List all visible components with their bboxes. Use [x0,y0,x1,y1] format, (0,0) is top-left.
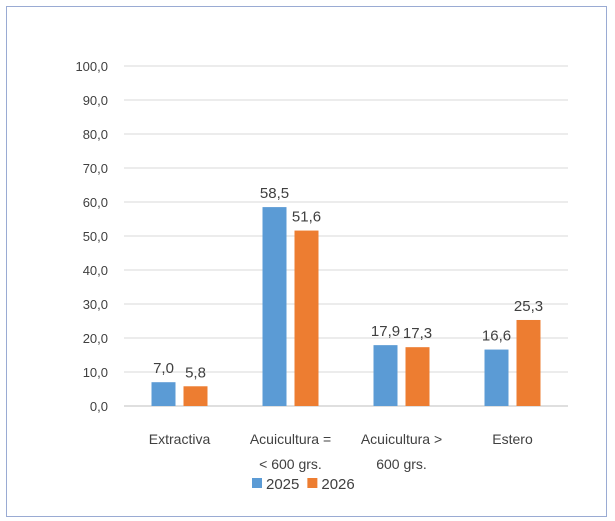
bar-2026 [405,347,430,406]
y-tick-label: 30,0 [83,297,108,312]
bar-2025 [151,382,176,406]
x-category-label: Estero [492,431,533,447]
x-category-label: Extractiva [149,431,211,447]
y-tick-label: 50,0 [83,229,108,244]
bar-2026 [183,386,208,406]
y-tick-label: 10,0 [83,365,108,380]
y-tick-label: 100,0 [75,59,108,74]
data-label: 17,9 [371,323,400,340]
x-category-label: 600 grs. [376,456,427,472]
x-category-label: < 600 grs. [259,456,322,472]
data-label: 5,8 [185,364,206,381]
bar-2026 [516,319,541,406]
y-tick-label: 20,0 [83,331,108,346]
bar-2026 [294,230,319,406]
x-category-label: Acuicultura > [361,431,442,447]
bar-2025 [262,207,287,406]
y-tick-label: 90,0 [83,93,108,108]
bar-2025 [373,345,398,406]
y-tick-label: 70,0 [83,161,108,176]
legend-label: 2025 [266,476,299,493]
legend-swatch-2026 [307,478,318,488]
y-tick-label: 0,0 [90,399,108,414]
data-label: 16,6 [482,328,511,345]
data-label: 25,3 [514,298,543,315]
y-tick-label: 40,0 [83,263,108,278]
legend-swatch-2025 [252,478,262,488]
y-tick-label: 80,0 [83,127,108,142]
data-label: 58,5 [260,185,289,202]
data-label: 51,6 [292,209,321,226]
data-label: 17,3 [403,325,432,342]
bar-2025 [484,349,509,406]
x-category-label: Acuicultura = [250,431,331,447]
data-label: 7,0 [153,360,174,377]
y-tick-label: 60,0 [83,195,108,210]
legend-label: 2026 [321,476,354,493]
